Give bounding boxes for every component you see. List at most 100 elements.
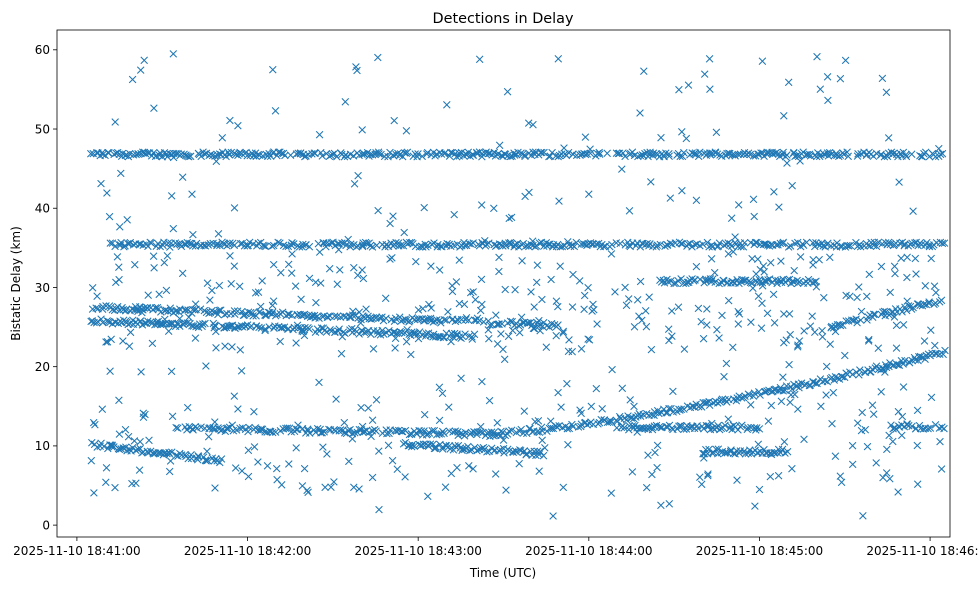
detection-point [520,151,529,159]
detection-point [350,180,359,188]
detection-point [102,302,110,310]
detection-point [257,425,265,433]
detection-point [584,335,592,343]
detection-point [781,386,789,395]
detection-point [926,424,935,432]
detection-point [495,253,503,262]
detection-point [633,428,641,436]
detection-point [894,407,903,416]
detection-point [260,242,269,250]
detection-point [217,455,226,463]
detection-point [608,365,616,374]
detection-point [864,337,873,345]
detection-point [657,501,665,510]
detection-point [495,267,503,276]
detection-point [398,328,406,337]
detection-point [325,264,334,273]
detection-point [855,240,864,249]
detection-point [368,416,377,424]
detection-point [146,318,155,326]
detection-point [741,392,749,400]
detection-point [167,367,176,376]
detection-point [189,242,197,250]
detection-point [886,474,894,483]
detection-point [447,469,456,478]
detection-point [668,307,676,315]
detection-point [346,425,354,434]
detection-point [484,326,493,334]
detection-point [755,425,764,433]
detection-point [913,406,922,415]
detection-point [925,242,934,251]
detection-point [665,404,673,413]
detection-point [495,320,503,328]
detection-point [226,239,234,247]
detection-point [381,294,390,303]
detection-point [250,407,258,416]
detection-point [554,302,562,311]
detection-point [243,151,251,160]
detection-point [501,285,509,294]
detection-point [581,133,590,141]
detection-point [420,427,428,435]
detection-point [707,241,716,249]
detection-point [684,240,692,248]
detection-point [298,243,306,251]
detection-point [384,441,393,450]
detection-point [554,55,563,63]
detection-point [546,152,554,160]
detection-point [721,421,729,430]
detection-point [625,422,634,430]
detection-point [627,414,636,422]
detection-point [836,472,845,480]
detection-point [728,277,736,286]
detection-point [102,478,110,487]
detection-point [756,391,764,399]
detection-point [691,240,699,249]
detection-point [226,252,234,260]
detection-point [848,316,856,324]
detection-point [843,241,851,250]
detection-point [939,350,947,359]
detection-point [655,423,664,431]
detection-point [455,299,464,308]
detection-point [815,255,823,264]
detection-point [554,321,562,329]
detection-point [414,334,423,343]
detection-point [400,228,408,237]
detection-point [758,57,767,65]
detection-point [372,313,381,321]
detection-point [777,277,785,285]
detection-point [300,464,309,473]
detection-point [616,239,624,248]
detection-point [841,351,849,360]
detection-point [859,512,867,520]
detection-point [391,344,399,352]
detection-point [785,360,793,369]
detection-point [113,302,122,311]
detection-point [435,383,444,392]
detection-point [183,152,192,160]
detection-point [419,440,428,449]
detection-point [119,337,127,345]
detection-point [327,151,335,160]
detection-point [186,152,195,161]
detection-point [528,237,537,245]
detection-point [712,445,720,454]
y-tick-label: 30 [35,281,50,295]
detection-point [271,428,280,436]
detection-point [758,282,767,290]
detection-point [786,398,794,407]
detection-point [886,288,894,297]
detection-point [278,323,286,332]
detection-point [499,436,508,444]
x-tick-label: 2025-11-10 18:44:00 [525,544,652,558]
detection-point [677,239,685,248]
detection-point [557,150,566,158]
detection-point [818,326,826,335]
detection-point [169,50,178,58]
detection-point [663,275,671,284]
detection-point [667,404,675,413]
detection-point [90,489,98,497]
detection-point [758,299,766,308]
